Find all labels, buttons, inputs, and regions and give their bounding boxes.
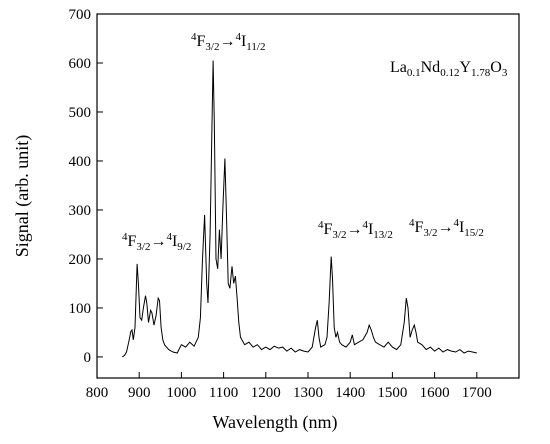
annotation: 4F3/2→4I9/2 <box>122 231 191 253</box>
text-run: → <box>437 219 453 236</box>
text-run: 3/2 <box>136 241 150 253</box>
y-tick-label: 700 <box>69 7 92 23</box>
text-run: 0.1 <box>407 67 421 79</box>
y-tick-label: 0 <box>84 350 92 366</box>
text-run: 4 <box>166 231 172 243</box>
text-run: → <box>219 33 235 50</box>
x-tick-label: 1300 <box>293 385 323 401</box>
text-run: 3/2 <box>423 227 437 239</box>
y-tick-label: 100 <box>69 301 92 317</box>
annotation: 4F3/2→4I11/2 <box>191 31 265 53</box>
text-run: 1.78 <box>471 67 491 79</box>
x-tick-label: 1600 <box>420 385 450 401</box>
annotation: 4F3/2→4I15/2 <box>409 217 484 239</box>
x-tick-label: 1500 <box>377 385 407 401</box>
text-run: F <box>197 33 206 50</box>
text-run: F <box>128 233 137 250</box>
text-run: 9/2 <box>177 241 191 253</box>
y-tick-label: 200 <box>69 252 92 268</box>
sample-label: La0.1Nd0.12Y1.78O3 <box>390 59 508 79</box>
text-run: 4 <box>409 217 415 229</box>
text-run: Nd <box>421 59 441 76</box>
text-run: 3/2 <box>332 229 346 241</box>
text-run: 3/2 <box>205 41 219 53</box>
x-tick-label: 800 <box>86 385 109 401</box>
text-run: 11/2 <box>246 41 265 53</box>
text-run: 13/2 <box>373 229 393 241</box>
text-run: 0.12 <box>440 67 459 79</box>
annotation: 4F3/2→4I13/2 <box>318 219 393 241</box>
text-run: 4 <box>122 231 128 243</box>
text-run: 4 <box>453 217 459 229</box>
text-run: 4 <box>191 31 197 43</box>
text-run: I <box>368 221 373 238</box>
text-run: 4 <box>362 219 368 231</box>
text-run: 4 <box>318 219 324 231</box>
y-tick-label: 500 <box>69 105 92 121</box>
x-tick-label: 1700 <box>462 385 492 401</box>
text-run: F <box>415 219 424 236</box>
y-tick-label: 600 <box>69 56 92 72</box>
text-run: → <box>150 233 166 250</box>
y-axis-label: Signal (arb. unit) <box>12 135 33 257</box>
text-run: I <box>241 33 246 50</box>
x-tick-label: 1400 <box>335 385 365 401</box>
y-tick-label: 300 <box>69 203 92 219</box>
x-tick-label: 1200 <box>251 385 281 401</box>
text-run: 3 <box>502 67 508 79</box>
text-run: I <box>172 233 177 250</box>
x-axis-label: Wavelength (nm) <box>212 412 337 433</box>
spectrum-line <box>122 60 477 358</box>
x-tick-label: 1000 <box>166 385 196 401</box>
text-run: La <box>390 59 407 76</box>
y-tick-label: 400 <box>69 154 92 170</box>
text-run: F <box>324 221 333 238</box>
text-run: 15/2 <box>464 227 484 239</box>
x-tick-label: 1100 <box>209 385 238 401</box>
x-tick-label: 900 <box>128 385 151 401</box>
text-run: I <box>459 219 464 236</box>
text-run: → <box>346 221 362 238</box>
text-run: Y <box>459 59 471 76</box>
text-run: O <box>490 59 502 76</box>
text-run: 4 <box>235 31 241 43</box>
